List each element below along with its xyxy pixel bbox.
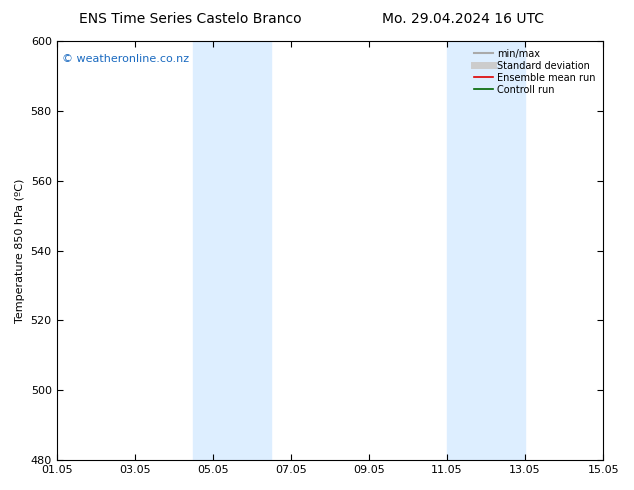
Y-axis label: Temperature 850 hPa (ºC): Temperature 850 hPa (ºC) [15,178,25,323]
Text: ENS Time Series Castelo Branco: ENS Time Series Castelo Branco [79,12,302,26]
Bar [193,41,271,460]
Bar [447,41,525,460]
Legend: min/max, Standard deviation, Ensemble mean run, Controll run: min/max, Standard deviation, Ensemble me… [470,46,598,98]
Text: © weatheronline.co.nz: © weatheronline.co.nz [62,53,190,64]
Text: Mo. 29.04.2024 16 UTC: Mo. 29.04.2024 16 UTC [382,12,544,26]
